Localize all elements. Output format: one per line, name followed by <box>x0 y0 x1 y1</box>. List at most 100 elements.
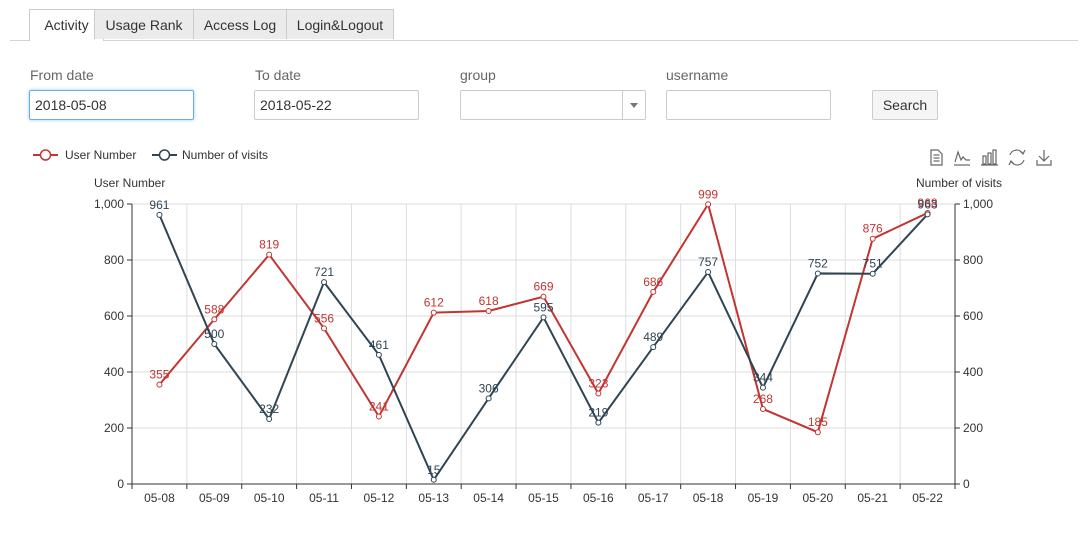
data-point[interactable] <box>266 416 273 423</box>
x-tick-label: 05-20 <box>802 491 833 505</box>
data-label: 241 <box>369 400 389 414</box>
data-label: 999 <box>698 187 718 201</box>
x-tick-label: 05-22 <box>912 491 943 505</box>
data-label: 876 <box>863 222 883 236</box>
y-right-tick-label: 800 <box>963 253 983 267</box>
data-label: 819 <box>259 238 279 252</box>
data-point[interactable] <box>321 279 328 286</box>
group-label: group <box>460 67 496 83</box>
data-label: 268 <box>753 392 773 406</box>
group-select[interactable] <box>460 90 646 120</box>
data-label: 219 <box>588 406 608 420</box>
search-button[interactable]: Search <box>872 90 938 120</box>
username-label: username <box>666 67 729 83</box>
data-label: 757 <box>698 255 718 269</box>
series-line-number-of-visits <box>158 213 929 482</box>
data-point[interactable] <box>759 405 766 412</box>
data-point[interactable] <box>705 269 712 276</box>
x-tick-label: 05-10 <box>254 491 285 505</box>
data-point[interactable] <box>650 288 657 295</box>
x-tick-label: 05-09 <box>199 491 230 505</box>
restore-icon[interactable] <box>1008 149 1026 166</box>
data-point[interactable] <box>485 395 492 402</box>
data-point[interactable] <box>540 314 547 321</box>
legend-marker-user-number <box>39 149 52 161</box>
data-point[interactable] <box>759 384 766 391</box>
data-label: 232 <box>259 402 279 416</box>
data-point[interactable] <box>375 413 382 420</box>
data-label: 323 <box>588 377 608 391</box>
username-input[interactable] <box>666 90 831 120</box>
y-left-tick-label: 200 <box>104 421 124 435</box>
y-right-tick-label: 400 <box>963 365 983 379</box>
chevron-down-icon <box>630 103 638 108</box>
data-label: 556 <box>314 311 334 325</box>
to-date-label: To date <box>255 67 301 83</box>
data-point[interactable] <box>156 381 163 388</box>
data-label: 344 <box>753 371 773 385</box>
data-point[interactable] <box>814 270 821 277</box>
data-label: 306 <box>479 381 499 395</box>
data-point[interactable] <box>156 211 163 218</box>
legend-label-number-of-visits: Number of visits <box>182 148 268 162</box>
x-tick-label: 05-17 <box>638 491 669 505</box>
data-point[interactable] <box>595 390 602 397</box>
y-left-tick-label: 0 <box>117 477 124 491</box>
y-right-tick-label: 0 <box>963 477 970 491</box>
data-point[interactable] <box>869 270 876 277</box>
data-label: 618 <box>479 294 499 308</box>
data-label: 963 <box>918 197 938 211</box>
data-point[interactable] <box>705 201 712 208</box>
data-point[interactable] <box>540 293 547 300</box>
x-tick-label: 05-13 <box>418 491 449 505</box>
from-date-input[interactable] <box>29 90 194 120</box>
data-point[interactable] <box>595 419 602 426</box>
data-point[interactable] <box>869 235 876 242</box>
data-label: 489 <box>643 330 663 344</box>
data-label: 752 <box>808 256 828 270</box>
x-tick-label: 05-14 <box>473 491 504 505</box>
data-label: 588 <box>204 302 224 316</box>
data-point[interactable] <box>650 344 657 351</box>
data-point[interactable] <box>814 429 821 436</box>
y-axis-left-name: User Number <box>94 176 165 190</box>
data-point[interactable] <box>485 307 492 314</box>
data-label: 686 <box>643 275 663 289</box>
data-label: 612 <box>424 296 444 310</box>
group-select-toggle[interactable] <box>622 91 645 119</box>
data-point[interactable] <box>266 251 273 258</box>
data-label: 185 <box>808 415 828 429</box>
tab-activity[interactable]: Activity <box>29 9 104 41</box>
x-tick-label: 05-18 <box>693 491 724 505</box>
legend-marker-number-of-visits <box>158 149 171 161</box>
to-date-input[interactable] <box>254 90 419 120</box>
data-point[interactable] <box>375 351 382 358</box>
y-left-tick-label: 400 <box>104 365 124 379</box>
data-point[interactable] <box>924 211 931 218</box>
line-chart-icon[interactable] <box>954 150 970 166</box>
tab-login-logout[interactable]: Login&Logout <box>286 9 394 39</box>
legend-user-number[interactable]: User Number <box>33 148 136 162</box>
x-tick-label: 05-08 <box>144 491 175 505</box>
data-label: 669 <box>533 280 553 294</box>
data-label: 721 <box>314 265 334 279</box>
data-view-icon[interactable] <box>930 149 943 166</box>
x-tick-label: 05-16 <box>583 491 614 505</box>
data-label: 961 <box>149 198 169 212</box>
tab-usage-rank[interactable]: Usage Rank <box>94 9 194 39</box>
data-point[interactable] <box>430 476 437 483</box>
download-icon[interactable] <box>1036 150 1052 166</box>
tab-access-log[interactable]: Access Log <box>193 9 287 39</box>
legend-number-of-visits[interactable]: Number of visits <box>152 148 268 162</box>
bar-chart-icon[interactable] <box>981 149 998 166</box>
data-point[interactable] <box>211 341 218 347</box>
data-label: 461 <box>369 338 389 352</box>
x-tick-label: 05-19 <box>748 491 779 505</box>
data-label: 355 <box>149 368 169 382</box>
data-point[interactable] <box>321 325 328 332</box>
data-point[interactable] <box>430 309 437 316</box>
data-label: 15 <box>427 463 441 477</box>
data-point[interactable] <box>211 316 218 323</box>
tab-bar: Activity Usage Rank Access Log Login&Log… <box>10 9 1078 41</box>
